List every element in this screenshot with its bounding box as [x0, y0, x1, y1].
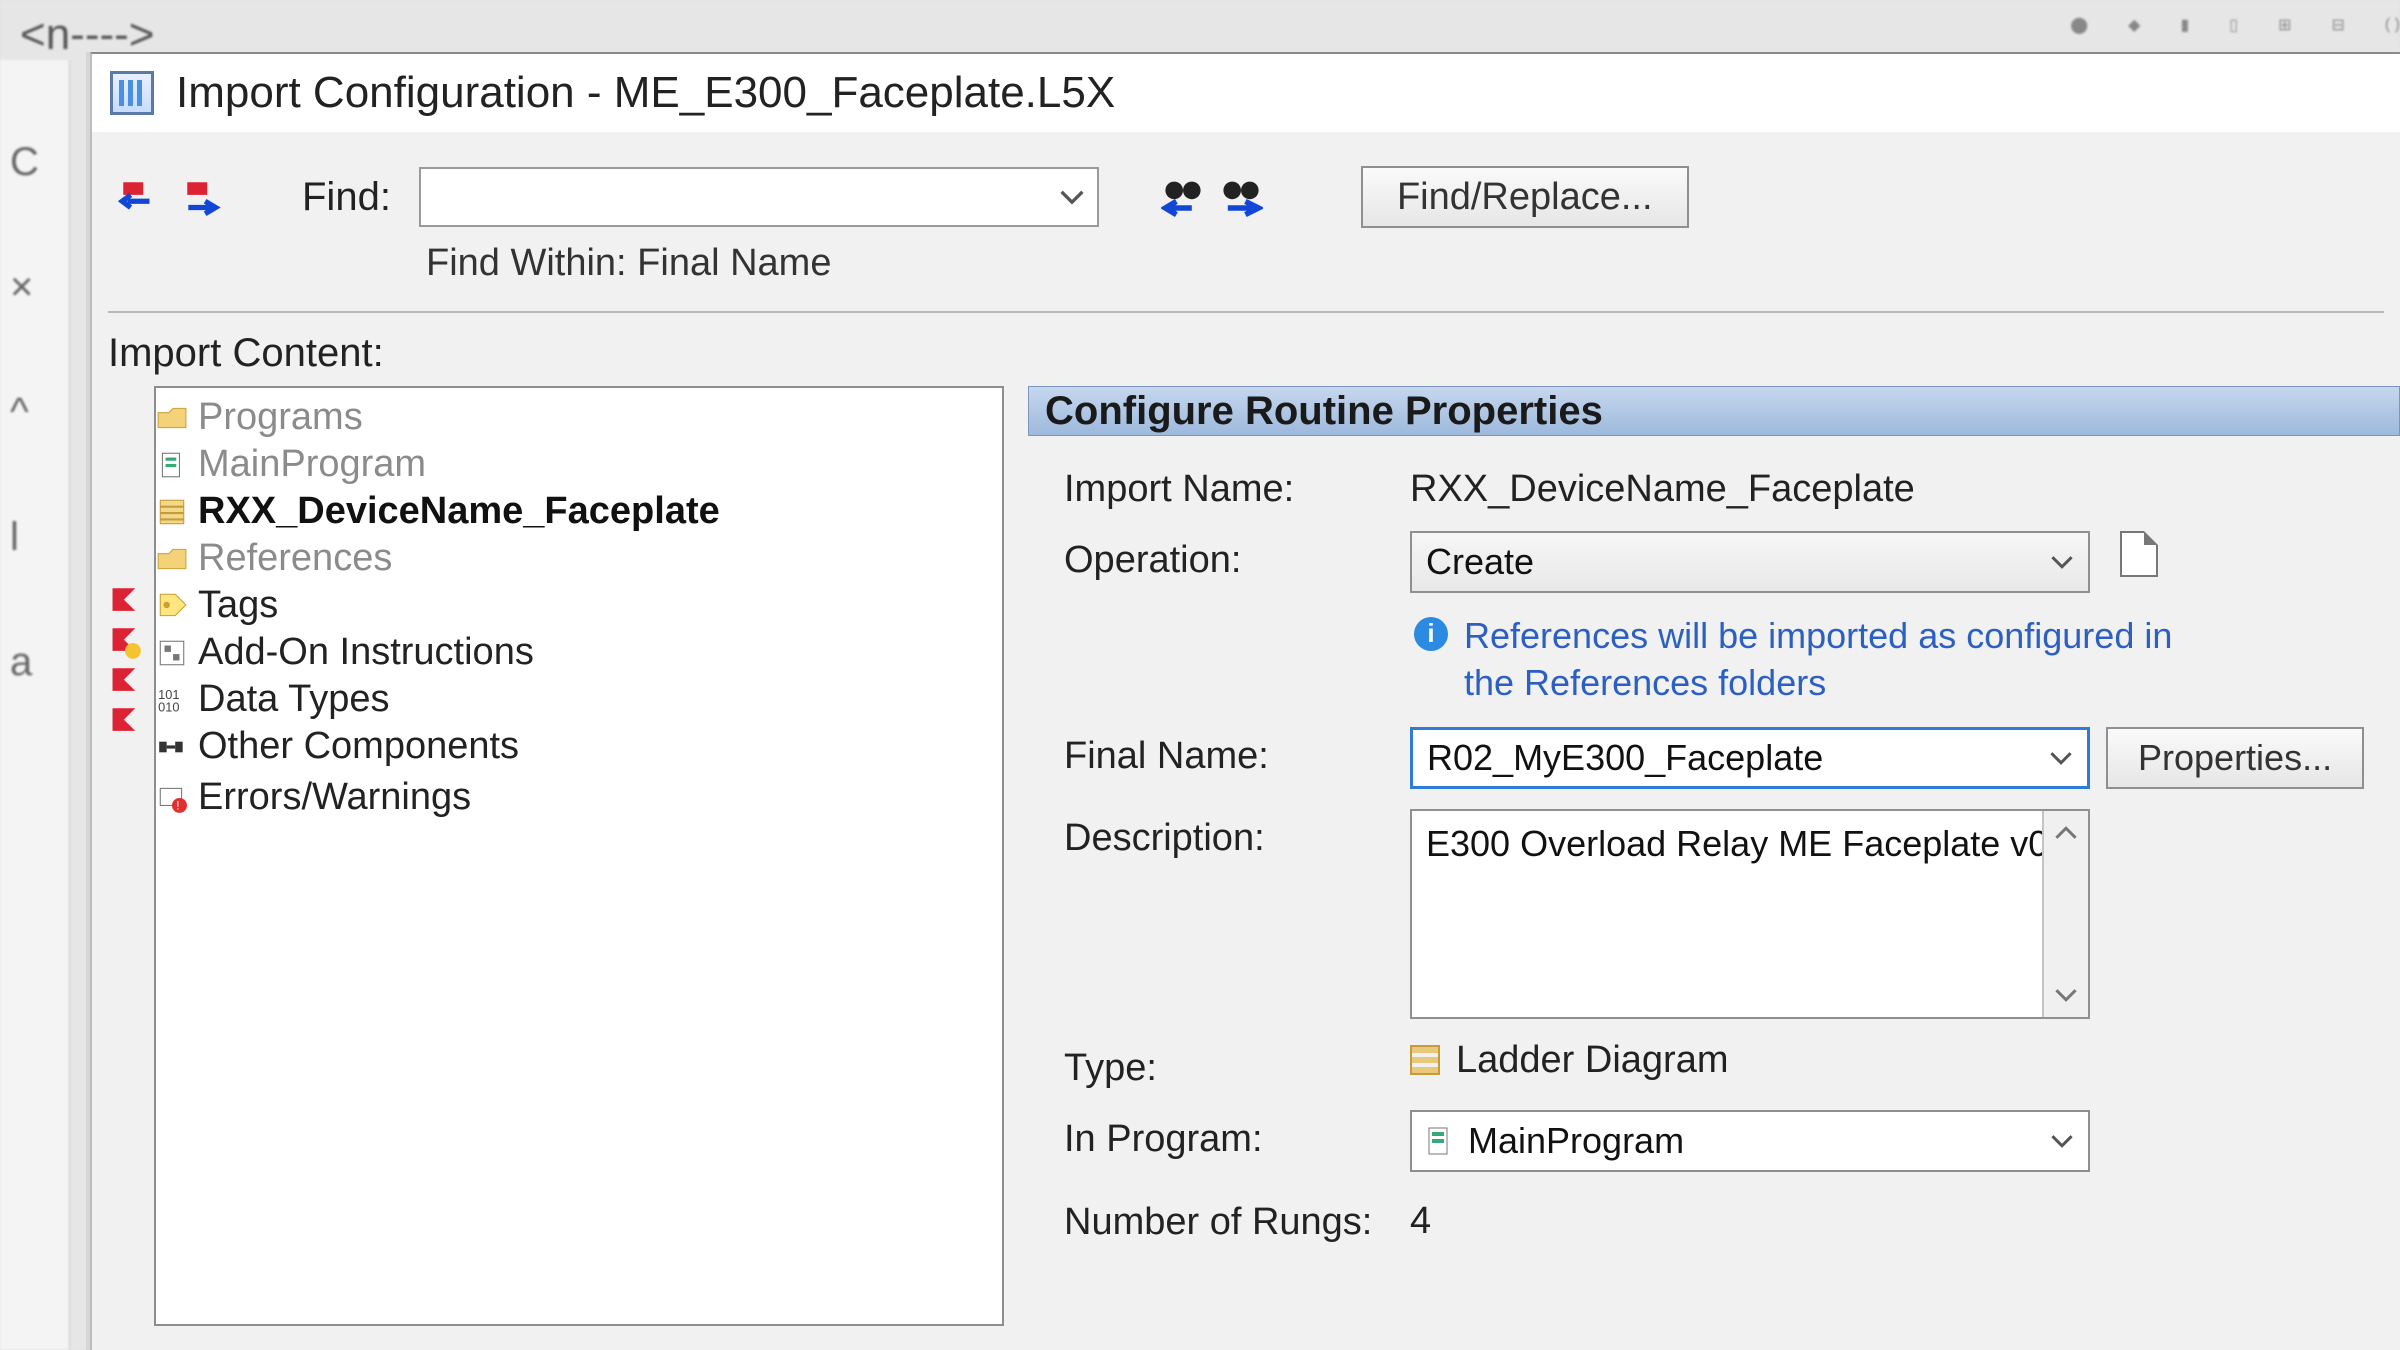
errors-icon: !: [156, 782, 188, 814]
find-next-icon[interactable]: [182, 176, 224, 218]
tree-routine[interactable]: RXX_DeviceName_Faceplate: [156, 490, 1002, 533]
in-program-combobox[interactable]: MainProgram: [1410, 1110, 2090, 1172]
import-config-dialog: Import Configuration - ME_E300_Faceplate…: [90, 52, 2400, 1350]
separator: [108, 311, 2384, 313]
find-prev-icon[interactable]: [118, 176, 160, 218]
final-name-combobox[interactable]: R02_MyE300_Faceplate: [1410, 727, 2090, 789]
chevron-down-icon[interactable]: [2054, 983, 2078, 1007]
dialog-client: Find: Find/Replace... Find Within: Final…: [92, 132, 2400, 1350]
ladder-icon: [156, 496, 188, 528]
chevron-down-icon: [2050, 550, 2074, 574]
tree-label: Data Types: [198, 678, 390, 721]
operation-combobox[interactable]: Create: [1410, 531, 2090, 593]
info-text: References will be imported as configure…: [1464, 613, 2224, 707]
operation-value: Create: [1426, 541, 1534, 583]
folder-icon: [156, 543, 188, 575]
description-label: Description:: [1064, 809, 1394, 860]
description-value: E300 Overload Relay ME Faceplate v01: [1426, 823, 2068, 864]
tree-label: Add-On Instructions: [198, 631, 534, 674]
bg-left-strip: C × ^ l a: [0, 60, 70, 1350]
scrollbar[interactable]: [2042, 811, 2088, 1017]
tree-other[interactable]: Other Components: [156, 725, 1002, 768]
svg-text:!: !: [176, 799, 179, 812]
bg-toolbar: ⬤◆▮▯⊞⊟( ): [1300, 0, 2400, 50]
tag-icon: [156, 590, 188, 622]
properties-header: Configure Routine Properties: [1028, 386, 2400, 436]
info-message: i References will be imported as configu…: [1410, 613, 2376, 707]
tree-label: RXX_DeviceName_Faceplate: [198, 490, 720, 533]
type-value-row: Ladder Diagram: [1410, 1039, 2376, 1082]
folder-icon: [156, 402, 188, 434]
chevron-down-icon: [2050, 1129, 2074, 1153]
tree-datatypes[interactable]: 101010 Data Types: [156, 678, 1002, 721]
rungs-label: Number of Rungs:: [1064, 1192, 1394, 1246]
app-icon: [110, 71, 154, 115]
marker-column: [108, 386, 154, 1326]
tree-references[interactable]: References: [156, 537, 1002, 580]
find-within-label: Find Within: Final Name: [92, 234, 2400, 311]
find-toolbar: Find: Find/Replace...: [92, 132, 2400, 234]
aoi-icon: [156, 637, 188, 669]
flag-icon: [108, 586, 142, 620]
tree-label: Errors/Warnings: [198, 776, 471, 819]
type-value: Ladder Diagram: [1456, 1039, 1728, 1082]
ladder-icon: [1410, 1045, 1440, 1075]
tree-programs[interactable]: Programs: [156, 396, 1002, 439]
find-prev-match-icon[interactable]: [1161, 175, 1205, 219]
final-name-value: R02_MyE300_Faceplate: [1427, 737, 1823, 779]
final-name-label: Final Name:: [1064, 727, 1394, 778]
import-name-value: RXX_DeviceName_Faceplate: [1410, 460, 2376, 511]
find-next-match-icon[interactable]: [1219, 175, 1263, 219]
properties-panel: Configure Routine Properties Import Name…: [1028, 386, 2400, 1326]
find-combobox[interactable]: [419, 167, 1099, 227]
find-label: Find:: [302, 175, 391, 220]
description-textarea[interactable]: E300 Overload Relay ME Faceplate v01: [1410, 809, 2090, 1019]
import-content-label: Import Content:: [92, 323, 2400, 386]
in-program-label: In Program:: [1064, 1110, 1394, 1161]
new-routine-icon[interactable]: [2106, 531, 2376, 577]
tree-label: Tags: [198, 584, 278, 627]
components-icon: [156, 731, 188, 763]
tree-label: Programs: [198, 396, 363, 439]
tree-label: References: [198, 537, 392, 580]
tree-mainprogram[interactable]: MainProgram: [156, 443, 1002, 486]
titlebar[interactable]: Import Configuration - ME_E300_Faceplate…: [92, 54, 2400, 132]
tree-label: Other Components: [198, 725, 519, 768]
tree-label: MainProgram: [198, 443, 426, 486]
info-icon: i: [1414, 617, 1448, 651]
tree-aoi[interactable]: Add-On Instructions: [156, 631, 1002, 674]
flag-warn-icon: [108, 626, 142, 660]
flag-icon: [108, 706, 142, 740]
dialog-title: Import Configuration - ME_E300_Faceplate…: [176, 68, 1115, 118]
nav-arrows: [112, 176, 224, 218]
tree-panel[interactable]: Programs MainProgram RXX_DeviceName_Face…: [154, 386, 1004, 1326]
operation-label: Operation:: [1064, 531, 1394, 582]
tree-errors[interactable]: ! Errors/Warnings: [156, 776, 1002, 819]
properties-button[interactable]: Properties...: [2106, 727, 2364, 789]
svg-text:010: 010: [158, 699, 179, 714]
chevron-down-icon: [2049, 746, 2073, 770]
chevron-up-icon[interactable]: [2054, 821, 2078, 845]
datatype-icon: 101010: [156, 684, 188, 716]
rungs-value: 4: [1410, 1192, 2090, 1243]
program-icon: [156, 449, 188, 481]
chevron-down-icon: [1059, 184, 1085, 210]
tree-tags[interactable]: Tags: [156, 584, 1002, 627]
import-name-label: Import Name:: [1064, 460, 1394, 511]
type-label: Type:: [1064, 1039, 1394, 1090]
flag-icon: [108, 666, 142, 700]
in-program-value: MainProgram: [1468, 1120, 1684, 1162]
program-icon: [1426, 1126, 1452, 1156]
find-replace-button[interactable]: Find/Replace...: [1361, 166, 1689, 228]
